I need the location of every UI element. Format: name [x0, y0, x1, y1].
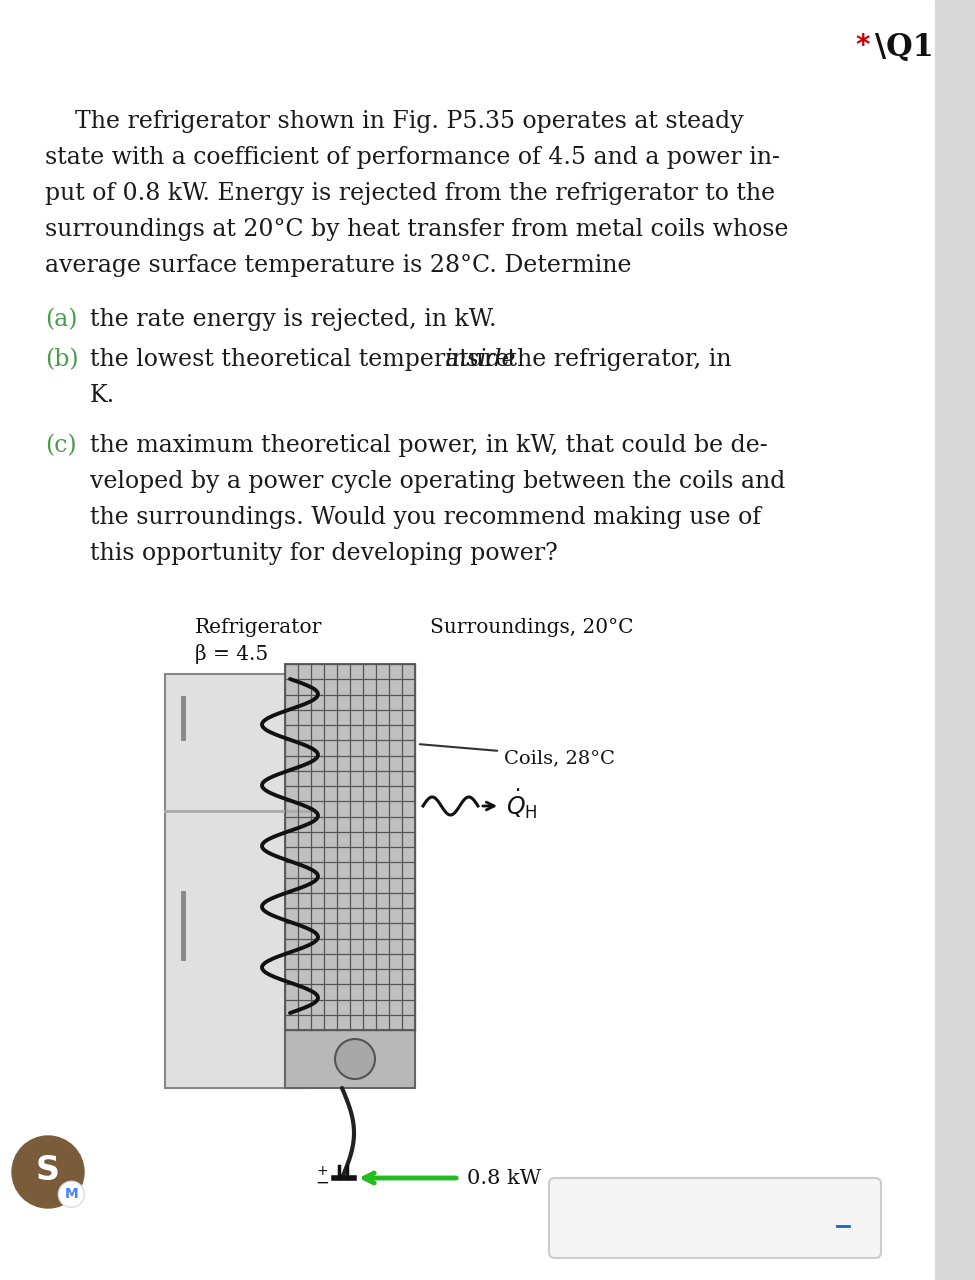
Text: the lowest theoretical temperature: the lowest theoretical temperature: [90, 348, 517, 371]
Text: the refrigerator, in: the refrigerator, in: [500, 348, 731, 371]
Bar: [285, 1030, 415, 1088]
Circle shape: [12, 1137, 84, 1208]
Text: inside: inside: [445, 348, 517, 371]
Circle shape: [335, 1039, 375, 1079]
Circle shape: [58, 1181, 85, 1207]
Text: Coils, 28°C: Coils, 28°C: [504, 749, 615, 767]
Text: −: −: [315, 1174, 329, 1192]
Text: 0.8 kW: 0.8 kW: [467, 1169, 541, 1188]
Text: M: M: [64, 1188, 78, 1202]
Text: veloped by a power cycle operating between the coils and: veloped by a power cycle operating betwe…: [90, 470, 786, 493]
Text: (c): (c): [45, 434, 77, 457]
Text: average surface temperature is 28°C. Determine: average surface temperature is 28°C. Det…: [45, 253, 632, 276]
Text: state with a coefficient of performance of 4.5 and a power in-: state with a coefficient of performance …: [45, 146, 780, 169]
Text: The refrigerator shown in Fig. P5.35 operates at steady: The refrigerator shown in Fig. P5.35 ope…: [45, 110, 744, 133]
Bar: [165, 675, 310, 1088]
Text: Surroundings, 20°C: Surroundings, 20°C: [430, 618, 634, 637]
Text: surroundings at 20°C by heat transfer from metal coils whose: surroundings at 20°C by heat transfer fr…: [45, 218, 789, 241]
Text: ↑: ↑: [834, 1206, 852, 1226]
Bar: [935, 0, 975, 1280]
Polygon shape: [285, 664, 310, 1088]
Text: *: *: [855, 32, 870, 60]
Text: put of 0.8 kW. Energy is rejected from the refrigerator to the: put of 0.8 kW. Energy is rejected from t…: [45, 182, 775, 205]
FancyBboxPatch shape: [549, 1178, 881, 1258]
Text: the rate energy is rejected, in kW.: the rate energy is rejected, in kW.: [90, 308, 496, 332]
Text: (a): (a): [45, 308, 77, 332]
Text: the surroundings. Would you recommend making use of: the surroundings. Would you recommend ma…: [90, 506, 761, 529]
Text: this opportunity for developing power?: this opportunity for developing power?: [90, 541, 558, 564]
Text: \Q1: \Q1: [875, 32, 934, 63]
Text: S: S: [36, 1153, 60, 1187]
Text: +: +: [316, 1164, 328, 1178]
Bar: [285, 664, 415, 1030]
Text: the maximum theoretical power, in kW, that could be de-: the maximum theoretical power, in kW, th…: [90, 434, 767, 457]
Text: (b): (b): [45, 348, 79, 371]
Text: Refrigerator: Refrigerator: [195, 618, 323, 637]
Polygon shape: [285, 664, 415, 672]
Text: إضافة ملف: إضافة ملف: [699, 1207, 825, 1229]
Text: K.: K.: [90, 384, 115, 407]
Text: $\dot{Q}_\mathrm{H}$: $\dot{Q}_\mathrm{H}$: [506, 787, 537, 820]
Text: β = 4.5: β = 4.5: [195, 644, 268, 664]
